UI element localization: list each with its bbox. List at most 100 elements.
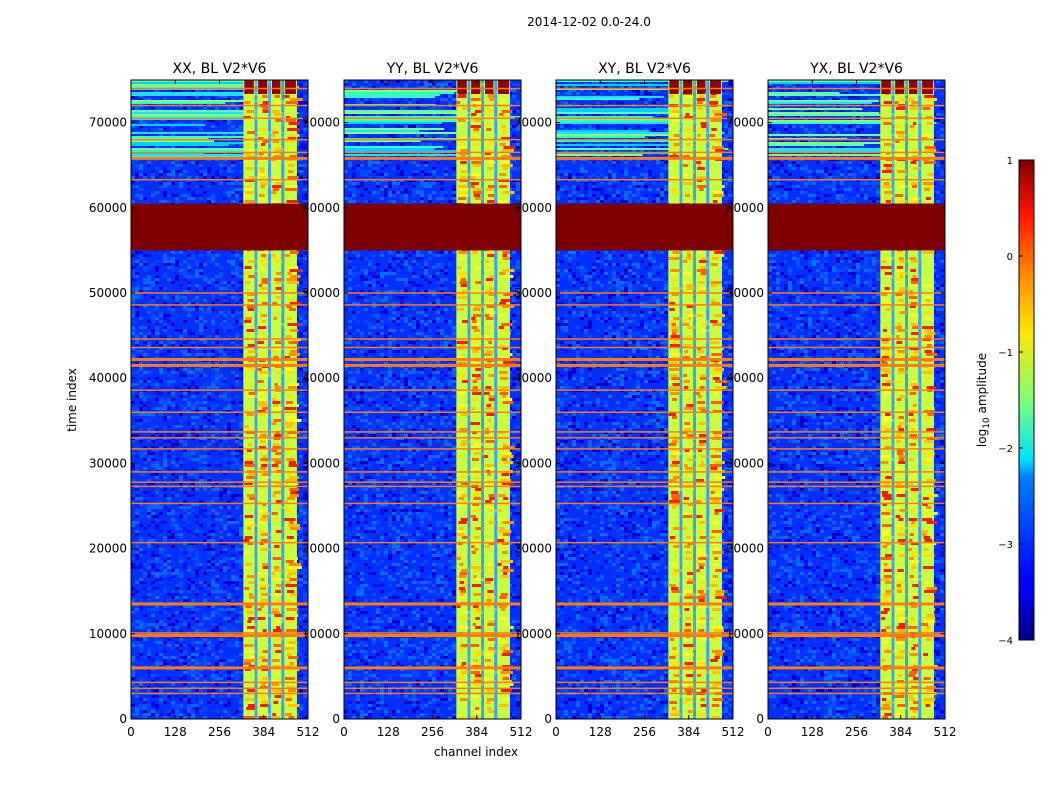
heatmap-cell	[167, 122, 171, 125]
heatmap-cell	[187, 260, 191, 263]
heatmap-cell	[175, 641, 179, 644]
heatmap-cell	[203, 674, 207, 677]
heatmap-cell	[135, 617, 139, 620]
heatmap-cell	[131, 272, 135, 275]
heatmap-cell	[215, 263, 219, 266]
heatmap-cell	[147, 593, 151, 596]
heatmap-cell	[135, 644, 139, 647]
heatmap-cell	[163, 446, 167, 449]
heatmap-cell	[139, 509, 143, 512]
rfi-cell	[246, 494, 257, 497]
heatmap-cell	[147, 599, 151, 602]
heatmap-cell	[179, 716, 183, 719]
heatmap-cell	[139, 488, 143, 491]
heatmap-cell	[231, 269, 235, 272]
heatmap-cell	[175, 386, 179, 389]
heatmap-cell	[227, 128, 231, 131]
heatmap-cell	[215, 179, 219, 182]
heatmap-cell	[239, 689, 243, 692]
heatmap-cell	[139, 197, 143, 200]
rfi-cell	[245, 191, 254, 194]
heatmap-cell	[203, 353, 207, 356]
heatmap-cell	[139, 419, 143, 422]
heatmap-cell	[219, 608, 223, 611]
heatmap-cell	[215, 461, 219, 464]
heatmap-cell	[167, 677, 171, 680]
heatmap-cell	[295, 461, 299, 464]
heatmap-cell	[183, 368, 187, 371]
heatmap-cell	[239, 452, 243, 455]
heatmap-cell	[231, 416, 235, 419]
heatmap-cell	[135, 521, 139, 524]
heatmap-cell	[183, 542, 187, 545]
heatmap-cell	[231, 506, 235, 509]
heatmap-cell	[299, 551, 303, 554]
heatmap-cell	[235, 332, 239, 335]
heatmap-cell	[211, 302, 215, 305]
heatmap-cell	[299, 563, 303, 566]
heatmap-cell	[191, 572, 195, 575]
heatmap-cell	[159, 356, 163, 359]
heatmap-cell	[151, 500, 155, 503]
heatmap-cell	[203, 170, 207, 173]
heatmap-cell	[155, 278, 159, 281]
rfi-cell	[261, 251, 273, 254]
heatmap-cell	[175, 308, 179, 311]
heatmap-cell	[239, 515, 243, 518]
heatmap-cell	[231, 674, 235, 677]
heatmap-cell	[215, 299, 219, 302]
heatmap-cell	[179, 527, 183, 530]
heatmap-cell	[171, 323, 175, 326]
heatmap-cell	[223, 617, 227, 620]
heatmap-cell	[219, 410, 223, 413]
heatmap-cell	[195, 122, 199, 125]
heatmap-cell	[159, 443, 163, 446]
heatmap-cell	[203, 707, 207, 710]
heatmap-cell	[223, 200, 227, 203]
heatmap-cell	[299, 395, 303, 398]
rfi-cell	[244, 380, 256, 383]
heatmap-cell	[199, 371, 203, 374]
rfi-cell	[257, 380, 264, 383]
heatmap-cell	[135, 461, 139, 464]
heatmap-cell	[151, 641, 155, 644]
heatmap-cell	[159, 593, 163, 596]
heatmap-cell	[191, 467, 195, 470]
heatmap-cell	[163, 398, 167, 401]
heatmap-cell	[135, 341, 139, 344]
heatmap-cell	[175, 530, 179, 533]
heatmap-cell	[191, 671, 195, 674]
heatmap-cell	[187, 455, 191, 458]
heatmap-cell	[195, 569, 199, 572]
heatmap-cell	[151, 191, 155, 194]
heatmap-cell	[239, 617, 243, 620]
heatmap-cell	[303, 548, 307, 551]
heatmap-cell	[191, 548, 195, 551]
rfi-cell	[248, 593, 253, 596]
heatmap-cell	[155, 527, 159, 530]
heatmap-cell	[199, 581, 203, 584]
heatmap-cell	[131, 188, 135, 191]
heatmap-cell	[179, 659, 183, 662]
heatmap-cell	[135, 392, 139, 395]
heatmap-cell	[231, 194, 235, 197]
heatmap-cell	[231, 284, 235, 287]
heatmap-cell	[171, 341, 175, 344]
heatmap-cell	[219, 464, 223, 467]
heatmap-cell	[203, 98, 207, 101]
heatmap-cell	[159, 689, 163, 692]
rfi-cell	[246, 329, 255, 332]
heatmap-cell	[171, 473, 175, 476]
heatmap-cell	[167, 200, 171, 203]
rfi-cell	[246, 611, 254, 614]
rfi-cell	[244, 515, 253, 518]
heatmap-cell	[155, 188, 159, 191]
heatmap-cell	[163, 569, 167, 572]
heatmap-cell	[139, 164, 143, 167]
heatmap-cell	[207, 641, 211, 644]
heatmap-cell	[183, 122, 187, 125]
heatmap-cell	[147, 506, 151, 509]
heatmap-cell	[299, 509, 303, 512]
heatmap-cell	[163, 605, 167, 608]
heatmap-cell	[239, 566, 243, 569]
